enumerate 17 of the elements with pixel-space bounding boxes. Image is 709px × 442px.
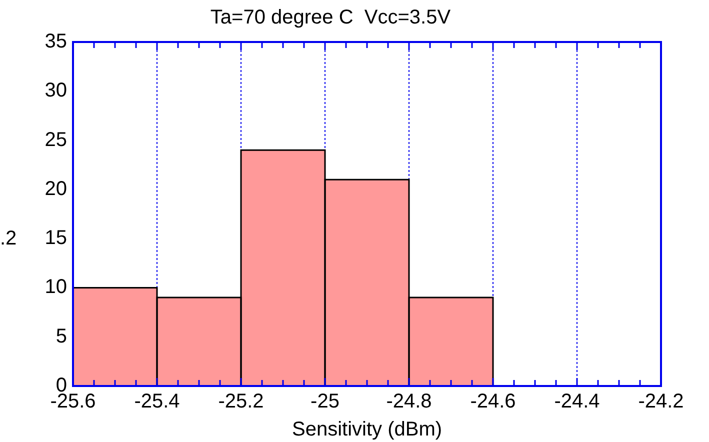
y-tick-label: 30: [44, 80, 67, 102]
x-axis-title: Sensitivity (dBm): [292, 418, 442, 441]
x-tick-label: -24.8: [386, 390, 432, 413]
y-tick-label: 20: [44, 178, 67, 200]
x-tick-label: -24.2: [638, 390, 684, 413]
x-tick-label: -25: [310, 390, 340, 413]
y-tick-label: 25: [44, 128, 67, 151]
y-tick-label: 5: [56, 325, 67, 348]
x-tick-label: -24.4: [554, 390, 600, 413]
y-axis-title: .2: [0, 228, 17, 250]
y-tick-label: 35: [44, 30, 67, 53]
chart-title: Ta=70 degree C Vcc=3.5V: [210, 6, 452, 29]
y-tick-label: 15: [44, 227, 67, 250]
x-tick-label: -25.4: [134, 390, 180, 413]
y-tick-label: 10: [44, 276, 67, 298]
x-tick-label: -24.6: [470, 390, 516, 413]
x-tick-label: -25.2: [218, 390, 264, 413]
